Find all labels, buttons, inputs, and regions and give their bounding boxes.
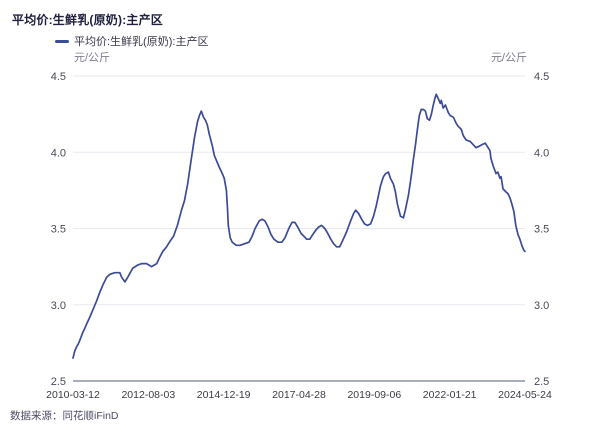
legend-line-marker-icon (55, 39, 69, 43)
chart-title: 平均价:生鲜乳(原奶):主产区 (12, 13, 163, 27)
x-tick-label: 2022-01-21 (423, 389, 477, 401)
y-tick-label-right: 3.0 (534, 300, 549, 312)
x-tick-label: 2017-04-28 (272, 389, 326, 401)
y-axis-unit-right: 元/公斤 (490, 52, 527, 64)
y-tick-label-right: 4.5 (534, 71, 549, 83)
y-tick-label-left: 4.5 (51, 71, 66, 83)
y-axis-unit-left: 元/公斤 (74, 52, 111, 64)
x-tick-label: 2012-08-03 (121, 389, 175, 401)
legend-label: 平均价:生鲜乳(原奶):主产区 (74, 36, 209, 48)
y-tick-label-right: 3.5 (534, 224, 549, 236)
x-tick-label: 2014-12-19 (197, 389, 251, 401)
y-tick-label-right: 2.5 (534, 376, 549, 388)
x-tick-label: 2024-05-24 (498, 389, 552, 401)
y-tick-label-left: 2.5 (51, 376, 66, 388)
data-source-note: 数据来源：同花顺iFinD (10, 410, 119, 422)
y-tick-label-left: 4.0 (51, 147, 66, 159)
x-tick-label: 2010-03-12 (46, 389, 100, 401)
legend-item[interactable]: 平均价:生鲜乳(原奶):主产区 (55, 33, 208, 49)
x-tick-label: 2019-09-06 (347, 389, 401, 401)
price-line-series (72, 93, 526, 359)
y-tick-label-left: 3.0 (51, 300, 66, 312)
y-tick-label-right: 4.0 (534, 147, 549, 159)
y-tick-label-left: 3.5 (51, 224, 66, 236)
